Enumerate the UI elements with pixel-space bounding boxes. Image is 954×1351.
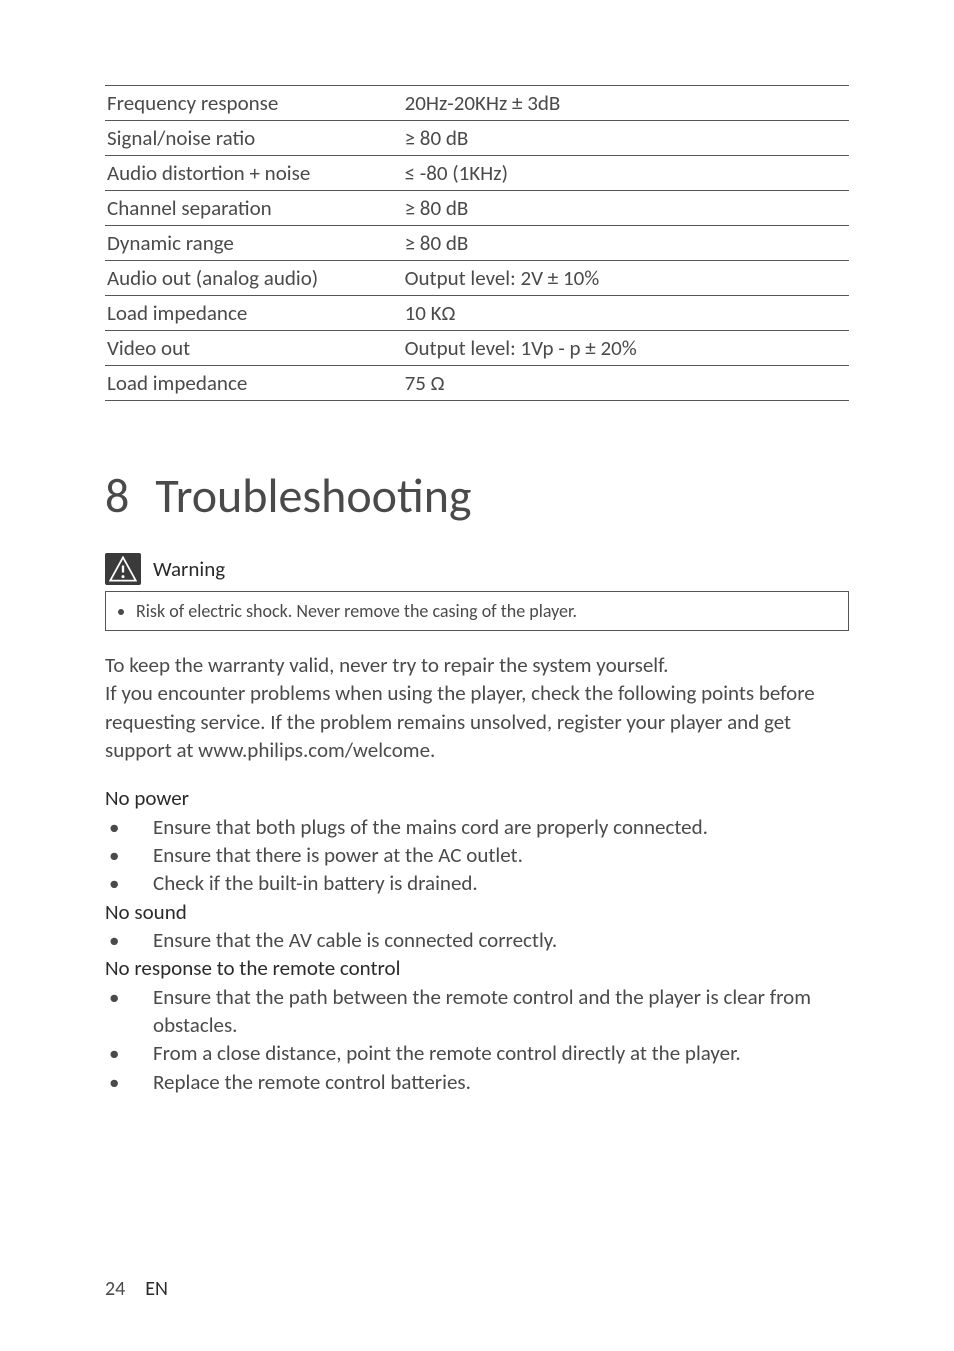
troubleshoot-list: •Ensure that the AV cable is connected c…: [105, 926, 849, 954]
list-item-text: Ensure that the path between the remote …: [153, 983, 849, 1040]
section-heading: 8 Troubleshooting: [105, 466, 849, 525]
table-row: Audio out (analog audio)Output level: 2V…: [105, 261, 849, 296]
list-item: •Replace the remote control batteries.: [105, 1068, 849, 1096]
spec-value: Output level: 1Vp - p ± 20%: [403, 331, 849, 366]
list-item: •Check if the built-in battery is draine…: [105, 869, 849, 897]
spec-value: 20Hz-20KHz ± 3dB: [403, 86, 849, 121]
page-number: 24: [105, 1277, 125, 1301]
list-item: •Ensure that both plugs of the mains cor…: [105, 813, 849, 841]
list-item-text: Replace the remote control batteries.: [153, 1068, 471, 1096]
list-item: •Ensure that there is power at the AC ou…: [105, 841, 849, 869]
warning-label: Warning: [153, 556, 225, 582]
section-title-text: Troubleshooting: [155, 466, 471, 525]
spec-label: Video out: [105, 331, 403, 366]
troubleshoot-heading: No response to the remote control: [105, 954, 849, 982]
bullet: •: [105, 926, 153, 954]
list-item: •From a close distance, point the remote…: [105, 1039, 849, 1067]
table-row: Signal/noise ratio≥ 80 dB: [105, 121, 849, 156]
spec-value: 75 Ω: [403, 366, 849, 401]
list-item: •Ensure that the path between the remote…: [105, 983, 849, 1040]
spec-label: Audio distortion + noise: [105, 156, 403, 191]
table-row: Video outOutput level: 1Vp - p ± 20%: [105, 331, 849, 366]
table-row: Load impedance75 Ω: [105, 366, 849, 401]
table-row: Frequency response20Hz-20KHz ± 3dB: [105, 86, 849, 121]
bullet: •: [105, 1039, 153, 1067]
spec-label: Load impedance: [105, 366, 403, 401]
spec-label: Audio out (analog audio): [105, 261, 403, 296]
table-row: Audio distortion + noise≤ -80 (1KHz): [105, 156, 849, 191]
warning-item: Risk of electric shock. Never remove the…: [136, 600, 836, 622]
troubleshoot-heading: No power: [105, 784, 849, 812]
bullet: •: [105, 983, 153, 1040]
section-number: 8: [105, 466, 129, 525]
spec-value: Output level: 2V ± 10%: [403, 261, 849, 296]
table-row: Channel separation≥ 80 dB: [105, 191, 849, 226]
list-item-text: Ensure that there is power at the AC out…: [153, 841, 523, 869]
spec-value: ≥ 80 dB: [403, 121, 849, 156]
spec-label: Frequency response: [105, 86, 403, 121]
spec-value: 10 KΩ: [403, 296, 849, 331]
bullet: •: [105, 869, 153, 897]
specs-tbody: Frequency response20Hz-20KHz ± 3dBSignal…: [105, 86, 849, 401]
bullet: •: [105, 813, 153, 841]
warning-header: Warning: [105, 553, 849, 585]
warning-content: Risk of electric shock. Never remove the…: [105, 591, 849, 631]
warning-icon: [105, 553, 141, 585]
bullet: •: [105, 1068, 153, 1096]
troubleshoot-list: •Ensure that the path between the remote…: [105, 983, 849, 1096]
spec-value: ≥ 80 dB: [403, 226, 849, 261]
spec-value: ≤ -80 (1KHz): [403, 156, 849, 191]
intro-text: To keep the warranty valid, never try to…: [105, 651, 849, 764]
table-row: Load impedance10 KΩ: [105, 296, 849, 331]
list-item-text: Check if the built-in battery is drained…: [153, 869, 478, 897]
specifications-table: Frequency response20Hz-20KHz ± 3dBSignal…: [105, 85, 849, 401]
troubleshoot-list: •Ensure that both plugs of the mains cor…: [105, 813, 849, 898]
spec-label: Load impedance: [105, 296, 403, 331]
bullet: •: [105, 841, 153, 869]
page-footer: 24 EN: [105, 1277, 168, 1301]
troubleshoot-container: No power•Ensure that both plugs of the m…: [105, 784, 849, 1096]
spec-label: Signal/noise ratio: [105, 121, 403, 156]
troubleshoot-heading: No sound: [105, 898, 849, 926]
warning-box: Warning Risk of electric shock. Never re…: [105, 553, 849, 631]
list-item-text: From a close distance, point the remote …: [153, 1039, 741, 1067]
warning-list: Risk of electric shock. Never remove the…: [118, 600, 836, 622]
spec-label: Channel separation: [105, 191, 403, 226]
spec-label: Dynamic range: [105, 226, 403, 261]
list-item-text: Ensure that both plugs of the mains cord…: [153, 813, 708, 841]
table-row: Dynamic range≥ 80 dB: [105, 226, 849, 261]
list-item-text: Ensure that the AV cable is connected co…: [153, 926, 557, 954]
language-code: EN: [145, 1277, 168, 1301]
spec-value: ≥ 80 dB: [403, 191, 849, 226]
list-item: •Ensure that the AV cable is connected c…: [105, 926, 849, 954]
